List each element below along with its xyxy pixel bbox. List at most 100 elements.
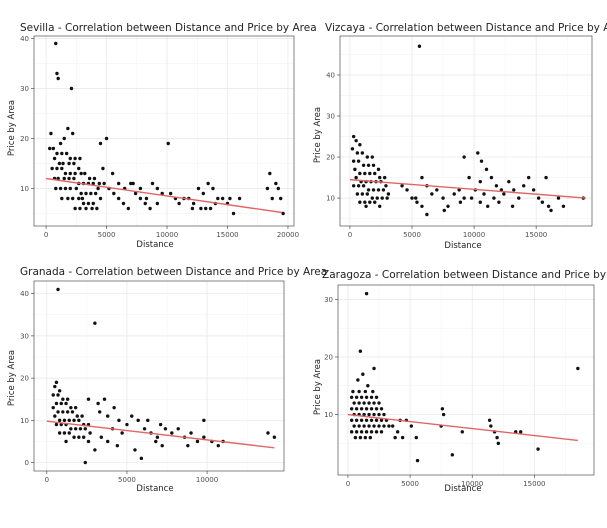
y-tick-label: 20 bbox=[324, 353, 333, 361]
data-point bbox=[56, 410, 60, 414]
data-point bbox=[117, 418, 121, 423]
data-point bbox=[349, 418, 354, 423]
data-point bbox=[441, 196, 445, 200]
data-point bbox=[487, 418, 492, 423]
data-point bbox=[177, 201, 181, 206]
data-point bbox=[417, 44, 422, 48]
data-point bbox=[142, 427, 147, 431]
data-point bbox=[54, 380, 59, 385]
data-point bbox=[146, 418, 150, 423]
chart-title: Zaragoza - Correlation between Distance … bbox=[322, 269, 607, 281]
data-point bbox=[371, 389, 375, 394]
data-point bbox=[51, 405, 55, 410]
data-point bbox=[369, 430, 374, 434]
data-point bbox=[359, 407, 364, 411]
data-point bbox=[67, 176, 71, 181]
data-point bbox=[409, 424, 414, 428]
data-point bbox=[78, 206, 82, 211]
plot-area: 0 5000 10000 15000 10 20 30 bbox=[324, 284, 595, 488]
data-point bbox=[54, 41, 58, 46]
chart-title: Sevilla - Correlation between Distance a… bbox=[20, 22, 317, 34]
data-point bbox=[170, 431, 174, 435]
data-point bbox=[98, 196, 103, 201]
data-point bbox=[364, 418, 369, 423]
data-point bbox=[61, 410, 65, 414]
data-point bbox=[379, 418, 384, 423]
panel-border bbox=[339, 35, 593, 227]
data-point bbox=[62, 431, 67, 435]
x-tick-label: 5000 bbox=[118, 476, 136, 484]
data-point bbox=[270, 196, 274, 201]
data-point bbox=[104, 136, 109, 141]
data-point bbox=[489, 424, 493, 428]
data-point bbox=[352, 401, 356, 405]
data-point bbox=[89, 191, 93, 196]
data-point bbox=[349, 407, 354, 411]
data-point bbox=[237, 196, 242, 201]
data-point bbox=[357, 389, 361, 394]
data-point bbox=[460, 430, 464, 434]
data-point bbox=[363, 200, 367, 204]
data-point bbox=[78, 427, 83, 431]
data-point bbox=[112, 191, 116, 196]
data-point bbox=[81, 435, 86, 439]
data-point bbox=[430, 192, 434, 196]
x-tick-label: 15000 bbox=[523, 480, 545, 488]
x-tick-label: 15000 bbox=[525, 231, 547, 239]
data-point bbox=[354, 138, 358, 143]
data-point bbox=[60, 196, 64, 201]
x-tick-label: 5000 bbox=[98, 231, 116, 239]
data-point bbox=[216, 196, 220, 201]
data-point bbox=[393, 435, 397, 440]
data-point bbox=[376, 188, 381, 192]
data-point bbox=[374, 407, 379, 411]
data-point bbox=[51, 393, 55, 397]
y-tick-label: 10 bbox=[326, 195, 335, 203]
data-point bbox=[155, 186, 160, 191]
data-point bbox=[191, 201, 196, 206]
data-point bbox=[531, 188, 536, 192]
data-point bbox=[176, 427, 180, 431]
data-point bbox=[364, 430, 369, 434]
panel-border bbox=[337, 284, 595, 476]
data-point bbox=[457, 188, 461, 192]
data-point bbox=[51, 146, 56, 151]
data-point bbox=[62, 136, 66, 141]
x-tick-label: 0 bbox=[346, 480, 350, 488]
data-point bbox=[518, 430, 523, 434]
data-point bbox=[53, 384, 57, 389]
y-tick-label: 10 bbox=[324, 411, 333, 419]
data-point bbox=[379, 430, 384, 434]
data-point bbox=[354, 430, 359, 434]
zaragoza-chart: Zaragoza - Correlation between Distance … bbox=[313, 269, 607, 494]
data-point bbox=[65, 410, 70, 414]
x-tick-label: 5000 bbox=[401, 480, 419, 488]
data-point bbox=[70, 410, 75, 414]
data-point bbox=[66, 126, 70, 131]
data-point bbox=[414, 196, 418, 200]
data-point bbox=[98, 141, 103, 146]
data-point bbox=[110, 171, 115, 176]
data-point bbox=[374, 418, 379, 423]
data-point bbox=[476, 151, 480, 155]
data-point bbox=[386, 192, 391, 196]
data-point bbox=[363, 171, 367, 176]
data-point bbox=[54, 186, 58, 191]
data-point bbox=[80, 196, 85, 201]
data-point bbox=[372, 366, 376, 371]
data-point bbox=[155, 435, 160, 439]
data-point bbox=[361, 184, 366, 188]
data-point bbox=[372, 424, 376, 428]
data-point bbox=[73, 405, 78, 410]
data-point bbox=[136, 418, 140, 423]
y-tick-label: 40 bbox=[326, 71, 335, 79]
data-point bbox=[231, 211, 236, 216]
data-point bbox=[415, 458, 420, 463]
data-point bbox=[98, 410, 102, 414]
data-point bbox=[495, 435, 499, 440]
data-point bbox=[126, 206, 131, 211]
data-point bbox=[53, 414, 57, 418]
data-point bbox=[363, 435, 368, 440]
data-point bbox=[73, 156, 77, 161]
data-point bbox=[59, 401, 63, 406]
